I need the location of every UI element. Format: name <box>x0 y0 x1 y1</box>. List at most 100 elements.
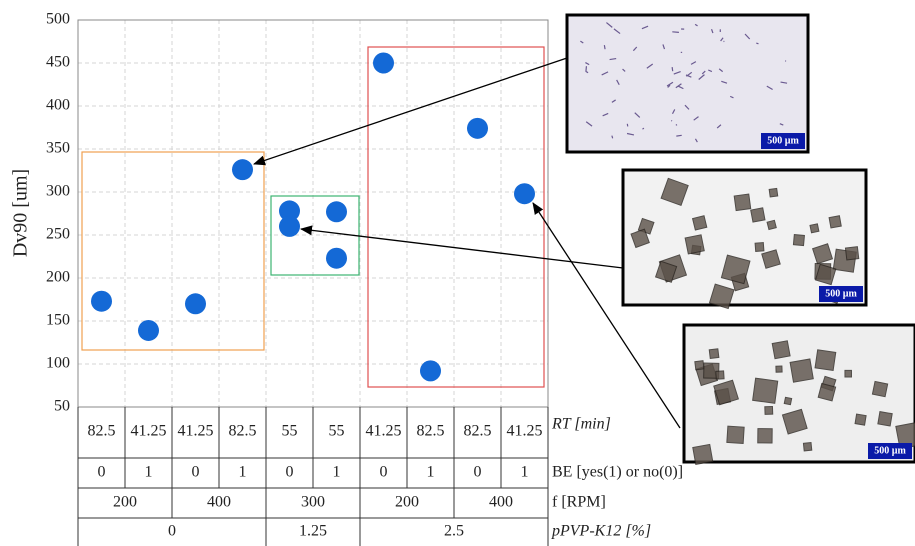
needle <box>720 37 724 42</box>
be-cell: 1 <box>427 464 435 481</box>
crystal <box>877 411 893 427</box>
scale-bar-bg <box>868 443 912 459</box>
y-tick-label: 300 <box>46 183 70 200</box>
be-cell: 0 <box>380 464 388 481</box>
needle <box>646 63 654 69</box>
y-tick-label: 100 <box>46 355 70 372</box>
be-cell: 1 <box>239 464 247 481</box>
rt-cell: 41.25 <box>507 423 543 440</box>
needle <box>779 123 784 126</box>
rt-cell: 41.25 <box>131 423 167 440</box>
f-cell: 400 <box>489 494 513 511</box>
rt-cell: 82.5 <box>464 423 492 440</box>
needle <box>585 70 589 74</box>
f-cell: 200 <box>113 494 137 511</box>
crystal <box>654 260 678 283</box>
y-tick-label: 250 <box>46 226 70 243</box>
be-cell: 0 <box>474 464 482 481</box>
points <box>91 52 535 382</box>
needle <box>729 95 734 99</box>
y-tick-label: 150 <box>46 312 70 329</box>
crystal <box>764 405 774 415</box>
needle <box>698 74 705 80</box>
crystal <box>844 246 860 261</box>
needle <box>611 99 616 103</box>
needle <box>675 83 682 89</box>
needle <box>580 40 584 44</box>
crystal <box>715 370 725 380</box>
needle <box>693 116 699 121</box>
point <box>514 183 535 205</box>
crystal <box>775 365 783 373</box>
y-axis-label: Dv90 [um] <box>10 169 32 257</box>
micrograph <box>565 13 810 154</box>
be-cell: 0 <box>286 464 294 481</box>
crystal <box>726 425 745 444</box>
needle <box>602 112 609 117</box>
needle <box>603 44 606 50</box>
needle <box>718 68 724 73</box>
needle <box>721 80 728 84</box>
needle <box>662 44 666 50</box>
arrow <box>532 202 681 429</box>
scale-bar-label: 500 µm <box>767 135 799 146</box>
point <box>326 247 347 269</box>
crystal <box>691 215 708 231</box>
scale-bar-bg <box>819 286 863 302</box>
y-tick-label: 500 <box>46 11 70 28</box>
needle <box>611 135 614 139</box>
group-box <box>367 46 545 388</box>
needle <box>671 67 674 72</box>
crystal <box>871 380 889 398</box>
needle <box>622 68 626 72</box>
y-tick-label: 50 <box>54 398 70 415</box>
point <box>232 159 253 181</box>
crystal <box>783 396 793 406</box>
crystal <box>854 413 867 426</box>
crystal <box>792 234 805 247</box>
crystal <box>752 377 779 404</box>
group-box <box>81 151 265 351</box>
crystal <box>766 219 777 231</box>
needle <box>672 31 679 33</box>
needle <box>632 46 638 52</box>
needle <box>613 28 621 35</box>
scale-bar-bg <box>761 133 805 149</box>
needle <box>667 84 671 88</box>
needle <box>744 33 751 40</box>
y-tick-label: 200 <box>46 269 70 286</box>
row-label: RT [min] <box>551 416 611 433</box>
crystal <box>802 442 813 452</box>
row-label: pPVP-K12 [%] <box>551 523 651 540</box>
y-tick-label: 450 <box>46 54 70 71</box>
crystal <box>809 223 820 234</box>
arrow <box>300 225 624 269</box>
rt-cell: 82.5 <box>229 423 257 440</box>
crystal <box>828 215 842 229</box>
needle <box>585 62 590 66</box>
needle <box>766 85 773 91</box>
be-cell: 1 <box>333 464 341 481</box>
crystal <box>750 207 766 223</box>
crystal <box>713 379 739 406</box>
point <box>420 360 441 382</box>
needle <box>701 70 706 75</box>
crystal <box>720 254 751 285</box>
point <box>373 52 394 74</box>
crystal <box>684 234 705 255</box>
needle <box>685 74 692 78</box>
be-cell: 0 <box>192 464 200 481</box>
needle <box>642 127 645 130</box>
f-cell: 400 <box>207 494 231 511</box>
needle <box>690 61 697 65</box>
crystal <box>694 360 705 371</box>
needle <box>694 23 698 27</box>
be-cell: 1 <box>145 464 153 481</box>
y-tick-label: 400 <box>46 97 70 114</box>
needle <box>780 81 788 84</box>
crystal <box>811 243 834 265</box>
row-label: f [RPM] <box>552 494 606 511</box>
be-cell: 0 <box>98 464 106 481</box>
y-tick-label: 350 <box>46 140 70 157</box>
